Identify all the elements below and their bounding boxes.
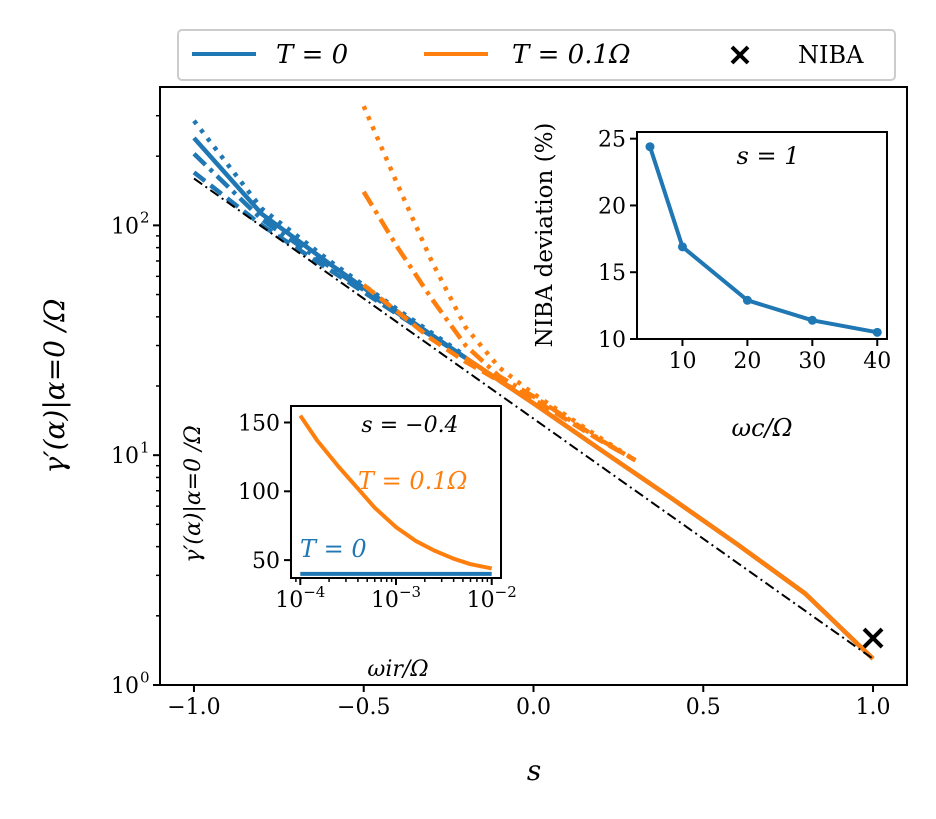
y-tick-exponent: 1 — [140, 439, 150, 457]
legend-swatch-niba — [730, 45, 750, 65]
main-y-axis-label: γ′(α)|α=0 /Ω — [38, 298, 71, 473]
inset-wir-x-axis-label: ωir/Ω — [367, 657, 428, 682]
inset-wir-label-t0: T = 0 — [300, 535, 367, 563]
inset-wir-label-t01: T = 0.1Ω — [358, 467, 467, 495]
niba-marker — [862, 627, 884, 649]
series-line — [361, 105, 637, 463]
data-point — [872, 327, 882, 337]
inset-wir-series-group — [298, 414, 493, 576]
inset-niba-series-group — [645, 142, 882, 337]
legend-label-t01: T = 0.1Ω — [512, 40, 631, 70]
y-tick-label: 100 — [238, 480, 280, 505]
y-tick-label: 150 — [238, 411, 280, 436]
data-point — [742, 295, 752, 305]
inset-niba-y-axis-label: NIBA deviation (%) — [532, 123, 558, 348]
series-line — [361, 190, 637, 463]
x-tick-label: 20 — [733, 349, 761, 374]
y-tick-exponent: 0 — [140, 668, 150, 686]
legend-label-niba: NIBA — [798, 41, 864, 69]
y-tick-label: 10 — [111, 214, 139, 239]
x-tick-label: 0.0 — [516, 695, 551, 720]
y-tick-label: 10 — [111, 444, 139, 469]
series-line — [298, 414, 493, 571]
y-tick-exponent: 2 — [140, 209, 150, 227]
x-tick-label: 10 — [668, 349, 696, 374]
inset-niba-plot: 10 20 30 40 10 15 20 25 s = 1 ωc/Ω NIBA deviati… — [532, 123, 891, 442]
x-tick-label: −0.5 — [337, 695, 390, 720]
data-point — [807, 315, 817, 325]
legend: T = 0 T = 0.1Ω NIBA — [177, 29, 896, 81]
inset-wir-y-axis-label: γ′(α)|α=0 /Ω — [181, 425, 206, 563]
x-tick-exponent: −4 — [303, 583, 325, 601]
x-tick-exponent: −2 — [495, 583, 517, 601]
x-tick-label: −1.0 — [167, 695, 220, 720]
main-series-group — [192, 105, 884, 661]
series-line — [464, 356, 875, 661]
y-tick-label: 50 — [252, 549, 280, 574]
inset-niba-annotation: s = 1 — [737, 142, 800, 170]
x-tick-label: 40 — [863, 349, 891, 374]
inset-niba-ticks: 10 20 30 40 10 15 20 25 — [598, 128, 891, 374]
x-tick-label: 30 — [798, 349, 826, 374]
series-line — [362, 283, 637, 463]
legend-frame — [177, 29, 896, 81]
x-tick-label: 1.0 — [856, 695, 891, 720]
y-tick-label: 10 — [598, 328, 626, 353]
series-line — [193, 177, 874, 660]
inset-wir-annotation: s = −0.4 — [361, 413, 458, 438]
data-point — [645, 142, 655, 152]
main-x-axis-label: s — [527, 754, 541, 787]
y-tick-label: 10 — [111, 674, 139, 699]
x-tick-label: 0.5 — [686, 695, 721, 720]
y-tick-label: 15 — [598, 261, 626, 286]
data-point — [677, 242, 687, 252]
x-tick-exponent: −3 — [399, 583, 421, 601]
inset-niba-x-axis-label: ωc/Ω — [732, 414, 793, 442]
legend-label-t0: T = 0 — [276, 40, 348, 70]
y-tick-label: 25 — [598, 128, 626, 153]
y-tick-label: 20 — [598, 194, 626, 219]
